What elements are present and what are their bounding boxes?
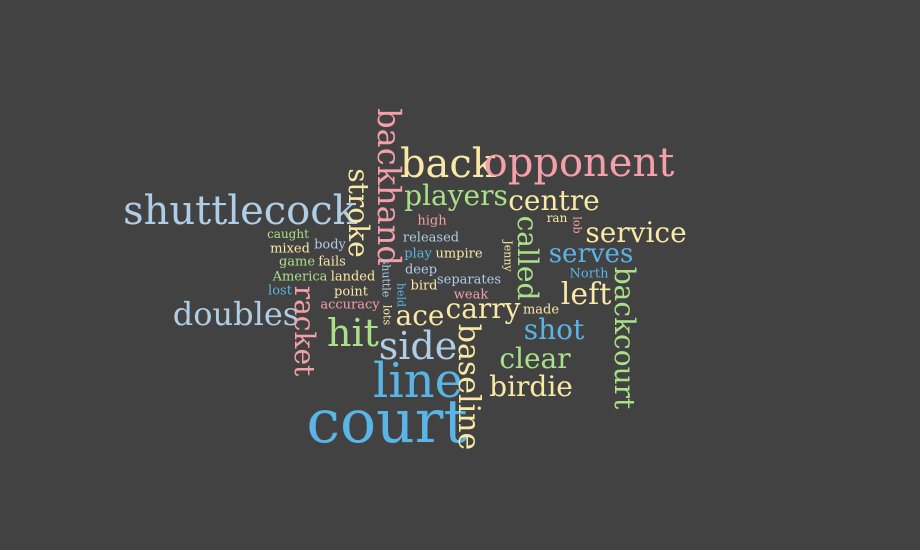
word-side: side bbox=[378, 324, 458, 368]
word-landed: landed bbox=[330, 269, 376, 285]
word-north: North bbox=[569, 266, 609, 282]
word-separates: separates bbox=[437, 272, 501, 288]
word-shuttle: shuttle bbox=[379, 258, 393, 298]
word-service: service bbox=[585, 216, 687, 249]
word-america: America bbox=[272, 269, 328, 285]
word-game: game bbox=[278, 254, 316, 270]
word-accuracy: accuracy bbox=[320, 297, 380, 313]
word-body: body bbox=[314, 237, 346, 253]
word-line: line bbox=[372, 353, 464, 409]
word-high: high bbox=[417, 213, 447, 229]
word-opponent: opponent bbox=[483, 140, 675, 186]
word-back: back bbox=[399, 141, 497, 187]
word-ace: ace bbox=[395, 299, 445, 332]
word-birdie: birdie bbox=[489, 370, 573, 403]
word-held: held bbox=[394, 282, 408, 308]
word-umpire: umpire bbox=[435, 246, 483, 262]
word-ran: ran bbox=[546, 211, 568, 225]
word-made: made bbox=[522, 302, 560, 318]
word-players: players bbox=[404, 179, 508, 212]
word-baseline: baseline bbox=[451, 323, 486, 451]
word-point: point bbox=[334, 284, 368, 300]
word-caught: caught bbox=[267, 227, 309, 241]
word-left: left bbox=[560, 277, 612, 312]
word-backhand: backhand bbox=[370, 108, 408, 266]
word-hit: hit bbox=[327, 311, 379, 355]
word-clear: clear bbox=[499, 342, 571, 375]
word-mixed: mixed bbox=[270, 241, 310, 257]
word-centre: centre bbox=[508, 184, 600, 217]
word-lost: lost bbox=[268, 283, 292, 299]
word-shot: shot bbox=[523, 313, 585, 346]
word-jenny: Jenny bbox=[501, 240, 515, 272]
word-bird: bird bbox=[410, 278, 438, 294]
word-released: released bbox=[402, 230, 460, 246]
word-racket: racket bbox=[288, 285, 321, 377]
word-weak: weak bbox=[453, 287, 489, 303]
word-serves: serves bbox=[548, 239, 634, 269]
word-doubles: doubles bbox=[172, 295, 300, 333]
word-fails: fails bbox=[318, 254, 346, 270]
word-carry: carry bbox=[445, 292, 521, 325]
word-shuttlecock: shuttlecock bbox=[123, 188, 357, 234]
word-backcourt: backcourt bbox=[608, 266, 641, 410]
word-deep: deep bbox=[404, 262, 438, 278]
word-called: called bbox=[511, 215, 544, 301]
word-lots: lots bbox=[380, 304, 394, 326]
word-court: court bbox=[306, 387, 468, 457]
word-lob: lob bbox=[570, 216, 584, 234]
word-play: play bbox=[404, 246, 432, 262]
word-stroke: stroke bbox=[342, 168, 375, 258]
